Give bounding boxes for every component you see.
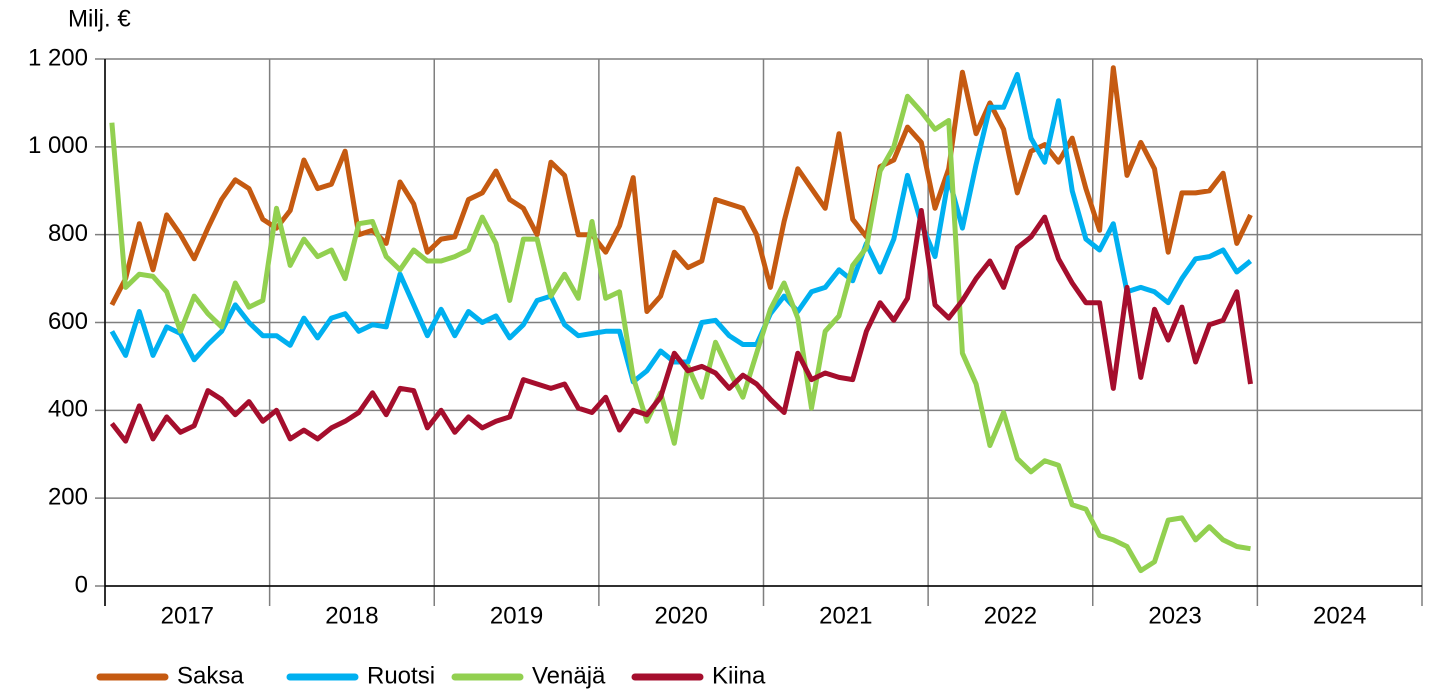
x-tick-label: 2022 xyxy=(984,602,1037,629)
y-tick-label: 200 xyxy=(48,484,88,511)
legend-label: Venäjä xyxy=(532,662,606,689)
x-tick-label: 2017 xyxy=(161,602,214,629)
legend-label: Kiina xyxy=(712,662,766,689)
series-line xyxy=(109,65,1253,314)
series-line xyxy=(109,93,1251,574)
legend-label: Saksa xyxy=(177,662,244,689)
y-tick-label: 1 000 xyxy=(28,132,88,159)
y-tick-label: 0 xyxy=(75,571,88,598)
x-tick-label: 2024 xyxy=(1313,602,1366,629)
legend-label: Ruotsi xyxy=(367,662,435,689)
y-axis-label: Milj. € xyxy=(68,5,131,32)
y-tick-label: 400 xyxy=(48,396,88,423)
y-tick-label: 1 200 xyxy=(28,44,88,71)
x-tick-label: 2018 xyxy=(325,602,378,629)
y-tick-label: 800 xyxy=(48,220,88,247)
series-line xyxy=(109,208,1253,444)
y-tick-label: 600 xyxy=(48,308,88,335)
x-tick-label: 2021 xyxy=(819,602,872,629)
x-tick-label: 2020 xyxy=(654,602,707,629)
x-tick-label: 2023 xyxy=(1148,602,1201,629)
x-tick-label: 2019 xyxy=(490,602,543,629)
